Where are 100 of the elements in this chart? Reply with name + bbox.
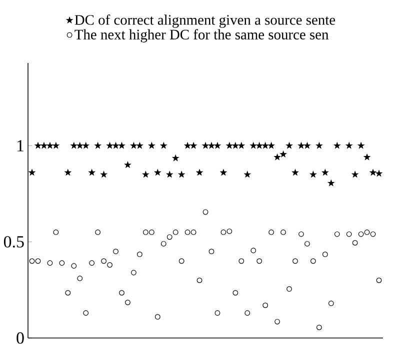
point (70, 142, 78, 148)
point (166, 234, 172, 240)
point (53, 230, 59, 235)
point (142, 171, 149, 178)
point (226, 142, 233, 148)
point (28, 169, 36, 176)
point (214, 142, 221, 148)
point (238, 142, 245, 148)
point (208, 142, 215, 148)
point (352, 240, 358, 246)
point (46, 142, 54, 148)
y-tick-label: 0.5 (4, 236, 24, 248)
point (370, 169, 376, 176)
point (250, 248, 256, 254)
point (316, 324, 322, 330)
point (364, 154, 370, 160)
point (196, 169, 203, 176)
point (316, 142, 322, 148)
point (352, 171, 358, 178)
point (274, 318, 280, 324)
point (322, 252, 328, 258)
point (172, 230, 178, 235)
point (118, 142, 125, 148)
point (346, 142, 352, 148)
point (280, 151, 286, 158)
point (148, 142, 155, 148)
point (88, 169, 95, 176)
point (346, 231, 352, 237)
point (328, 180, 334, 186)
point (52, 142, 60, 148)
point (172, 154, 179, 161)
y-tick-label: 1 (17, 140, 24, 152)
point (82, 142, 90, 148)
point (100, 171, 107, 178)
point (178, 258, 184, 264)
point (268, 230, 274, 235)
point (136, 142, 143, 148)
point (310, 258, 316, 264)
point (232, 290, 238, 296)
point (220, 169, 227, 176)
point (286, 286, 292, 292)
point (376, 278, 382, 284)
point (310, 171, 316, 178)
point (298, 231, 304, 237)
point (208, 248, 214, 254)
point (154, 314, 160, 320)
point (286, 142, 292, 148)
point (106, 142, 113, 148)
point (160, 142, 167, 148)
point (148, 230, 154, 235)
point (364, 230, 370, 235)
point (184, 230, 190, 235)
point (124, 162, 131, 168)
point (226, 228, 232, 234)
point (47, 260, 53, 266)
y-tick-label: 0 (16, 332, 24, 344)
point (71, 263, 77, 269)
point (304, 241, 310, 246)
point (94, 142, 101, 148)
point (268, 142, 274, 148)
point (262, 142, 268, 148)
point (166, 171, 173, 178)
point (202, 142, 209, 148)
legend-label: The next higher DC for the same source sen (74, 29, 329, 42)
point (358, 142, 364, 148)
point (334, 142, 340, 148)
point (34, 142, 42, 148)
point (35, 258, 41, 264)
point (298, 142, 304, 148)
point (130, 142, 137, 148)
point (142, 230, 148, 235)
point (95, 230, 101, 235)
point (65, 290, 71, 296)
point (196, 278, 202, 284)
point (274, 154, 280, 160)
point (232, 142, 239, 148)
point (280, 230, 286, 235)
point (304, 142, 310, 148)
point (77, 276, 83, 282)
point (184, 142, 191, 148)
point (214, 310, 220, 316)
point (250, 142, 257, 148)
point (238, 258, 244, 264)
point (119, 290, 124, 296)
point (29, 258, 35, 264)
point (334, 231, 340, 237)
point (112, 142, 119, 148)
point (89, 260, 95, 266)
point (83, 310, 89, 316)
point (256, 258, 262, 264)
point (292, 258, 298, 264)
point (322, 169, 328, 176)
point (178, 171, 185, 178)
point (292, 169, 298, 176)
point (256, 142, 262, 148)
point (190, 230, 196, 235)
point (154, 169, 161, 176)
point (244, 171, 251, 178)
point (101, 258, 106, 264)
point (59, 260, 65, 266)
